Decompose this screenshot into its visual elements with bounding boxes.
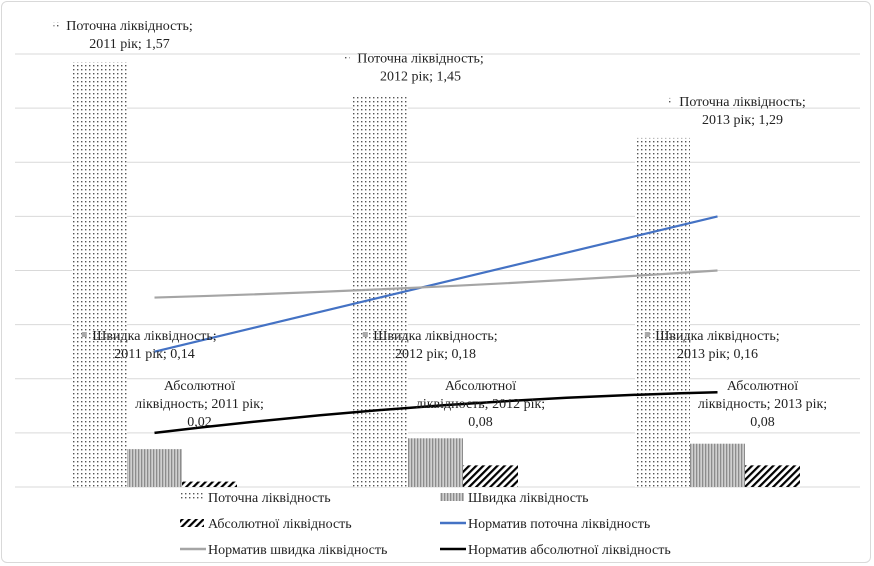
- label-marker: [344, 54, 350, 60]
- legend-item: Швидка ліквідность: [440, 491, 589, 506]
- absolute-liquidity-bar: [182, 481, 237, 487]
- quick-liquidity-bar: [408, 438, 463, 487]
- normative-line-3: [154, 391, 718, 435]
- legend-swatch: [180, 519, 204, 527]
- label-marker: [644, 332, 650, 337]
- normative-line-2: [154, 269, 718, 299]
- current-liquidity-bar: [635, 137, 690, 487]
- legend-swatch: [180, 493, 204, 501]
- quick-liquidity-data-label: Швидка ліквідность; 2012 рік; 0,18: [373, 329, 497, 362]
- absolute-liquidity-data-label: Абсолютної ліквідность; 2012 рік; 0,08: [416, 379, 545, 430]
- legend-label: Абсолютної ліквідность: [208, 517, 352, 532]
- current-liquidity-data-label: Поточна ліквідность; 2013 рік; 1,29: [679, 95, 806, 128]
- legend-label: Норматив швидка ліквідность: [208, 543, 387, 558]
- absolute-liquidity-bar: [745, 465, 800, 487]
- quick-liquidity-bar: [127, 449, 182, 487]
- quick-liquidity-data-label: Швидка ліквідность; 2011 рік; 0,14: [92, 329, 216, 362]
- label-marker: [666, 97, 672, 103]
- legend-item: Норматив абсолютної ліквідность: [440, 543, 671, 558]
- legend-label: Норматив абсолютної ліквідность: [468, 543, 671, 558]
- legend-label: Норматив поточна ліквідность: [468, 517, 650, 532]
- label-marker: [81, 332, 87, 337]
- absolute-liquidity-data-label: Абсолютної ліквідность; 2011 рік; 0,02: [135, 379, 264, 430]
- legend-item: Абсолютної ліквідность: [180, 517, 352, 532]
- legend-item: Норматив швидка ліквідность: [180, 543, 387, 558]
- legend-label: Швидка ліквідность: [468, 491, 589, 506]
- label-marker: [53, 22, 59, 28]
- legend-swatch: [440, 493, 464, 501]
- current-liquidity-bar: [72, 62, 127, 488]
- label-marker: [362, 332, 368, 337]
- quick-liquidity-bar: [690, 443, 745, 487]
- legend-item: Поточна ліквідность: [180, 491, 331, 506]
- absolute-liquidity-data-label: Абсолютної ліквідность; 2013 рік; 0,08: [698, 379, 827, 430]
- current-liquidity-data-label: Поточна ліквідность; 2012 рік; 1,45: [357, 52, 484, 85]
- legend-item: Норматив поточна ліквідность: [440, 517, 650, 532]
- legend-label: Поточна ліквідность: [208, 491, 331, 506]
- absolute-liquidity-bar: [463, 465, 518, 487]
- normative-line-1: [154, 215, 718, 353]
- quick-liquidity-data-label: Швидка ліквідность; 2013 рік; 0,16: [655, 329, 779, 362]
- current-liquidity-data-label: Поточна ліквідность; 2011 рік; 1,57: [66, 19, 193, 52]
